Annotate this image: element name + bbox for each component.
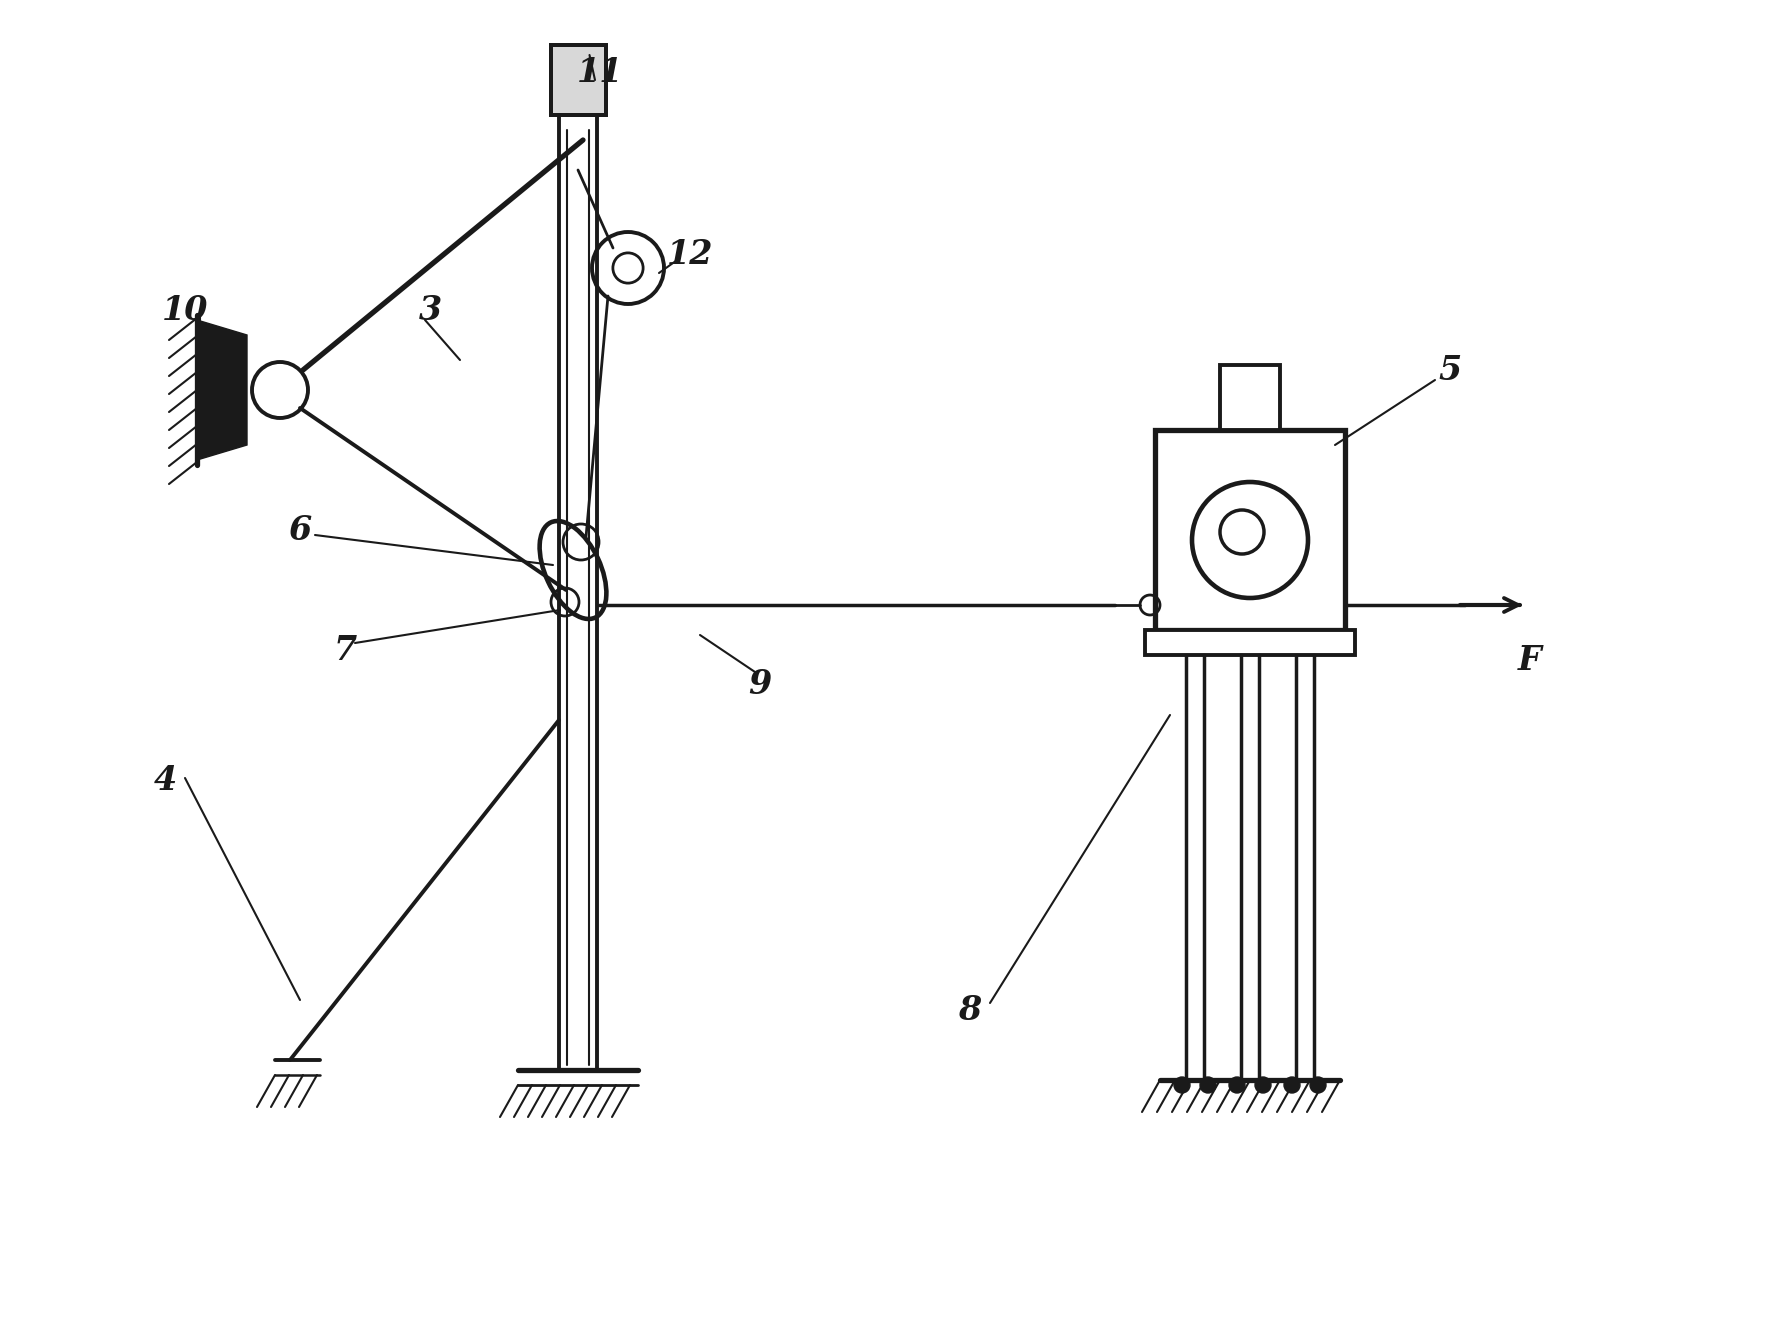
- Text: 6: 6: [289, 513, 312, 546]
- Bar: [1145, 630, 1355, 655]
- Bar: [1220, 366, 1279, 430]
- Circle shape: [1201, 1077, 1217, 1093]
- Circle shape: [1285, 1077, 1299, 1093]
- Text: 3: 3: [418, 293, 441, 326]
- Circle shape: [1229, 1077, 1245, 1093]
- Circle shape: [1310, 1077, 1326, 1093]
- Polygon shape: [197, 319, 247, 459]
- Circle shape: [1174, 1077, 1190, 1093]
- Text: 8: 8: [959, 994, 982, 1027]
- Text: 11: 11: [577, 57, 624, 90]
- Text: 10: 10: [161, 293, 208, 326]
- Text: F: F: [1518, 644, 1541, 676]
- Bar: [550, 45, 606, 115]
- Text: 7: 7: [333, 634, 357, 667]
- Text: 5: 5: [1439, 354, 1462, 387]
- Text: 12: 12: [667, 239, 713, 272]
- Bar: [550, 45, 606, 115]
- Text: 9: 9: [749, 668, 772, 701]
- Circle shape: [1254, 1077, 1271, 1093]
- Bar: [1156, 430, 1346, 630]
- Text: 4: 4: [154, 763, 177, 796]
